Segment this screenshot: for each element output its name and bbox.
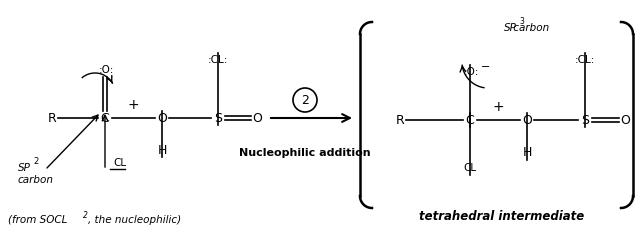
Text: carbon: carbon (510, 23, 549, 33)
Text: tetrahedral intermediate: tetrahedral intermediate (419, 210, 585, 223)
Text: S: S (214, 111, 222, 125)
Text: 3: 3 (520, 17, 524, 26)
Text: R: R (395, 114, 404, 126)
Text: carbon: carbon (18, 175, 54, 185)
Text: O: O (252, 111, 262, 125)
Text: 2: 2 (301, 93, 309, 106)
Text: 2: 2 (33, 157, 38, 167)
Text: CL: CL (463, 163, 476, 173)
Text: −: − (481, 62, 491, 72)
Text: O: O (522, 114, 532, 126)
Text: , the nucleophilic): , the nucleophilic) (88, 215, 181, 225)
Text: SP: SP (18, 163, 31, 173)
Text: C: C (101, 111, 110, 125)
Text: Nucleophilic addition: Nucleophilic addition (239, 148, 370, 158)
Text: :CL:: :CL: (575, 55, 595, 65)
Text: 2: 2 (83, 211, 88, 220)
Text: O: O (620, 114, 630, 126)
Text: :CL:: :CL: (208, 55, 228, 65)
Text: (from SOCL: (from SOCL (8, 215, 67, 225)
Text: O: O (157, 111, 167, 125)
Text: CL: CL (113, 158, 126, 168)
Text: +: + (128, 98, 139, 112)
Text: S: S (581, 114, 589, 126)
Text: :O:: :O: (98, 65, 113, 75)
Text: H: H (522, 147, 531, 160)
Text: H: H (157, 143, 167, 156)
Text: R: R (47, 111, 56, 125)
Text: SP: SP (504, 23, 517, 33)
Text: C: C (465, 114, 474, 126)
Text: +: + (493, 100, 504, 114)
Circle shape (293, 88, 317, 112)
Text: :O:: :O: (463, 67, 479, 77)
